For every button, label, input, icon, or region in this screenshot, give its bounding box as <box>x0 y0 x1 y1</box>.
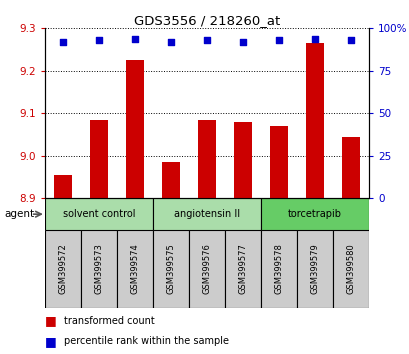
Point <box>239 39 246 45</box>
Bar <box>54 175 72 198</box>
Text: GSM399575: GSM399575 <box>166 244 175 295</box>
Text: GSM399576: GSM399576 <box>202 244 211 295</box>
Text: GSM399573: GSM399573 <box>94 244 103 295</box>
Text: ■: ■ <box>45 335 57 348</box>
Bar <box>305 43 323 198</box>
Text: GSM399577: GSM399577 <box>238 244 247 295</box>
Point <box>96 38 102 43</box>
Bar <box>332 230 368 308</box>
Text: GSM399580: GSM399580 <box>346 244 355 295</box>
Bar <box>270 126 288 198</box>
Bar <box>261 198 368 230</box>
Title: GDS3556 / 218260_at: GDS3556 / 218260_at <box>134 14 279 27</box>
Bar <box>90 120 108 198</box>
Bar <box>117 230 153 308</box>
Bar <box>189 230 225 308</box>
Point <box>347 38 353 43</box>
Bar <box>198 120 216 198</box>
Bar <box>296 230 332 308</box>
Bar <box>261 230 296 308</box>
Bar <box>341 137 359 198</box>
Text: percentile rank within the sample: percentile rank within the sample <box>63 336 228 346</box>
Point <box>131 36 138 41</box>
Text: angiotensin II: angiotensin II <box>173 209 240 219</box>
Text: transformed count: transformed count <box>63 316 154 326</box>
Bar <box>153 230 189 308</box>
Text: GSM399579: GSM399579 <box>310 244 319 295</box>
Bar <box>234 122 252 198</box>
Bar <box>45 230 81 308</box>
Point <box>60 39 66 45</box>
Bar <box>153 198 261 230</box>
Text: torcetrapib: torcetrapib <box>287 209 341 219</box>
Bar <box>81 230 117 308</box>
Text: GSM399578: GSM399578 <box>274 244 283 295</box>
Bar <box>126 60 144 198</box>
Point <box>311 36 317 41</box>
Bar <box>162 162 180 198</box>
Text: agent: agent <box>4 209 34 219</box>
Point <box>167 39 174 45</box>
Bar <box>225 230 261 308</box>
Text: GSM399572: GSM399572 <box>58 244 67 295</box>
Bar <box>45 198 153 230</box>
Point <box>203 38 210 43</box>
Text: GSM399574: GSM399574 <box>130 244 139 295</box>
Point <box>275 38 282 43</box>
Text: solvent control: solvent control <box>63 209 135 219</box>
Text: ■: ■ <box>45 314 57 327</box>
